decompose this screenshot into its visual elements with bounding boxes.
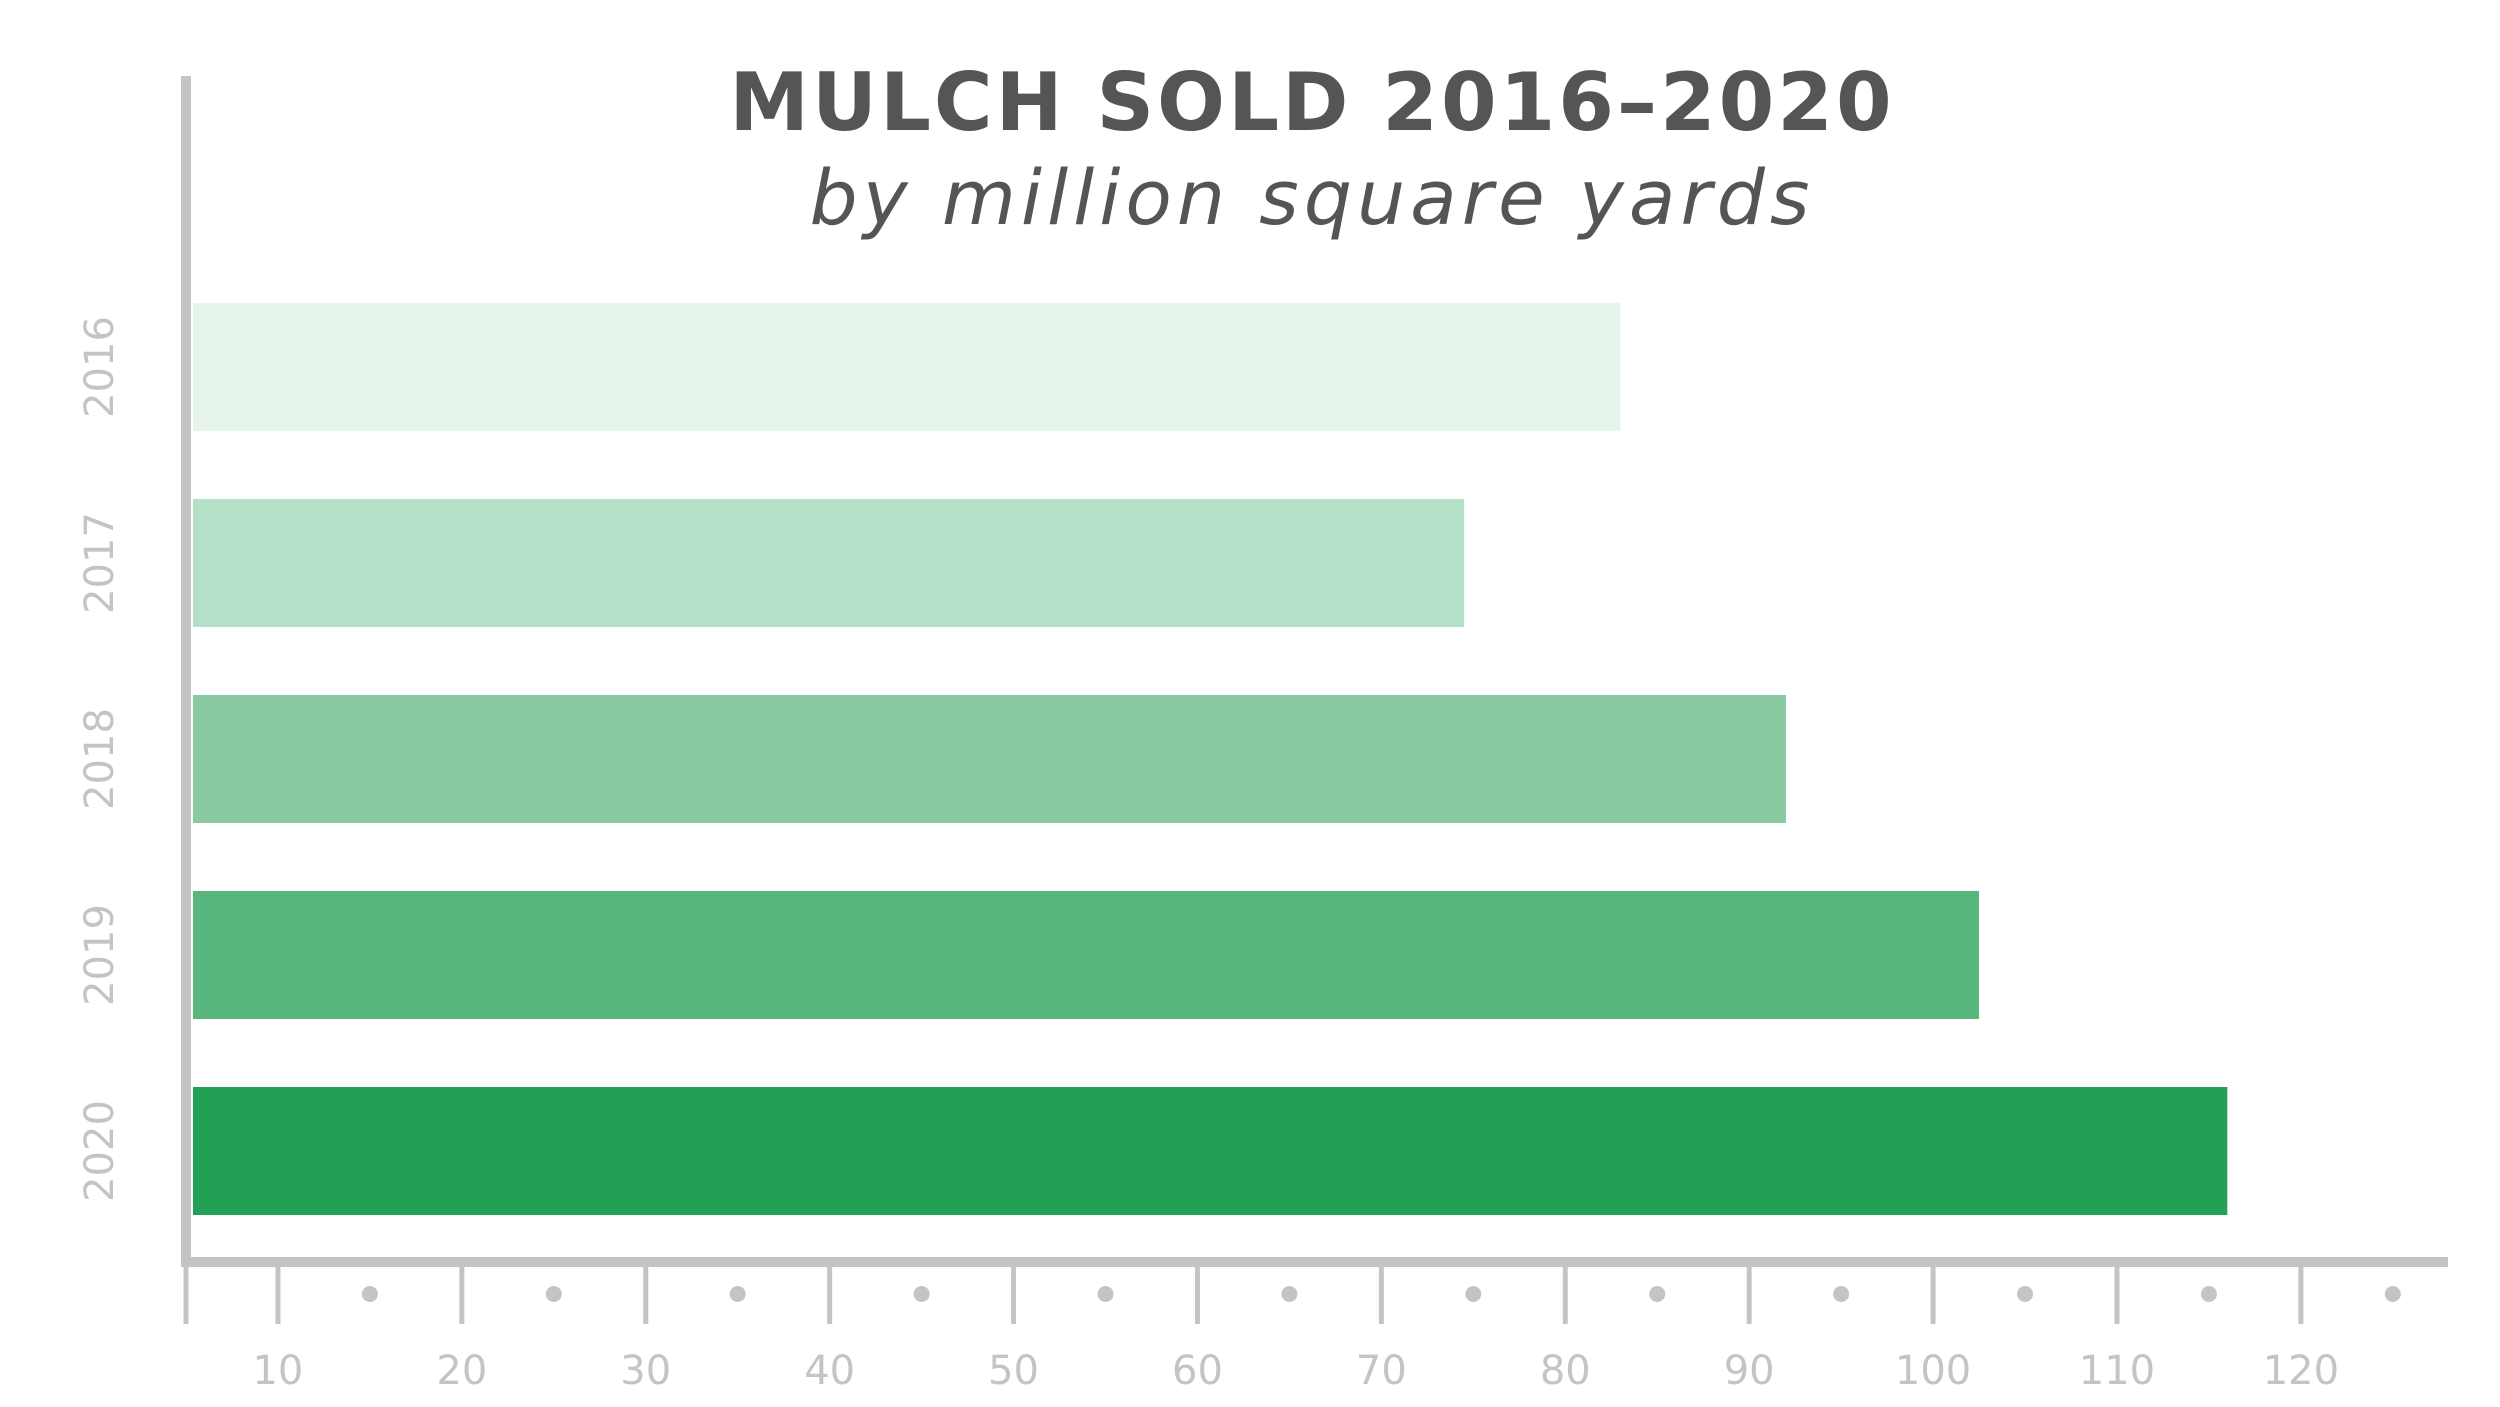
x-minor-dot-15 <box>361 1286 378 1302</box>
x-minor-dot-35 <box>729 1286 746 1302</box>
x-axis-tick-labels: 10 20 30 40 50 60 70 80 90 100 110 120 <box>252 1348 2339 1394</box>
x-minor-dot-75 <box>1465 1286 1482 1302</box>
x-minor-dot-125 <box>2384 1286 2401 1302</box>
bar-2017 <box>193 499 1465 627</box>
x-tick-label-60: 60 <box>1172 1348 1223 1394</box>
category-label-2020: 2020 <box>77 1100 123 1202</box>
x-minor-dot-105 <box>2017 1286 2034 1302</box>
x-tick-label-70: 70 <box>1356 1348 1407 1394</box>
category-label-2016: 2016 <box>77 316 123 418</box>
x-axis-ticks <box>183 1262 2401 1324</box>
chart-subtitle: by million square yards <box>809 153 1814 242</box>
x-tick-label-10: 10 <box>252 1348 303 1394</box>
x-minor-dot-25 <box>545 1286 562 1302</box>
x-tick-label-110: 110 <box>2079 1348 2155 1394</box>
x-tick-label-120: 120 <box>2263 1348 2339 1394</box>
x-minor-dot-55 <box>1097 1286 1114 1302</box>
x-tick-label-30: 30 <box>620 1348 671 1394</box>
category-labels: 2016 2017 2018 2019 2020 <box>77 316 123 1202</box>
x-minor-dot-45 <box>913 1286 930 1302</box>
x-minor-dot-65 <box>1281 1286 1298 1302</box>
bar-2019 <box>193 891 1980 1019</box>
bars-group <box>193 303 2228 1215</box>
x-minor-dot-115 <box>2200 1286 2217 1302</box>
x-tick-label-50: 50 <box>988 1348 1039 1394</box>
x-tick-label-80: 80 <box>1540 1348 1591 1394</box>
x-minor-dot-85 <box>1649 1286 1666 1302</box>
category-label-2017: 2017 <box>77 512 123 614</box>
bar-2020 <box>193 1087 2228 1215</box>
x-tick-label-90: 90 <box>1724 1348 1775 1394</box>
x-minor-dot-95 <box>1833 1286 1850 1302</box>
chart-title: MULCH SOLD 2016–2020 <box>729 56 1894 149</box>
x-tick-label-40: 40 <box>804 1348 855 1394</box>
category-label-2018: 2018 <box>77 708 123 810</box>
x-tick-label-100: 100 <box>1895 1348 1971 1394</box>
category-label-2019: 2019 <box>77 904 123 1006</box>
bar-2018 <box>193 695 1786 823</box>
x-tick-label-20: 20 <box>436 1348 487 1394</box>
bar-2016 <box>193 303 1621 431</box>
